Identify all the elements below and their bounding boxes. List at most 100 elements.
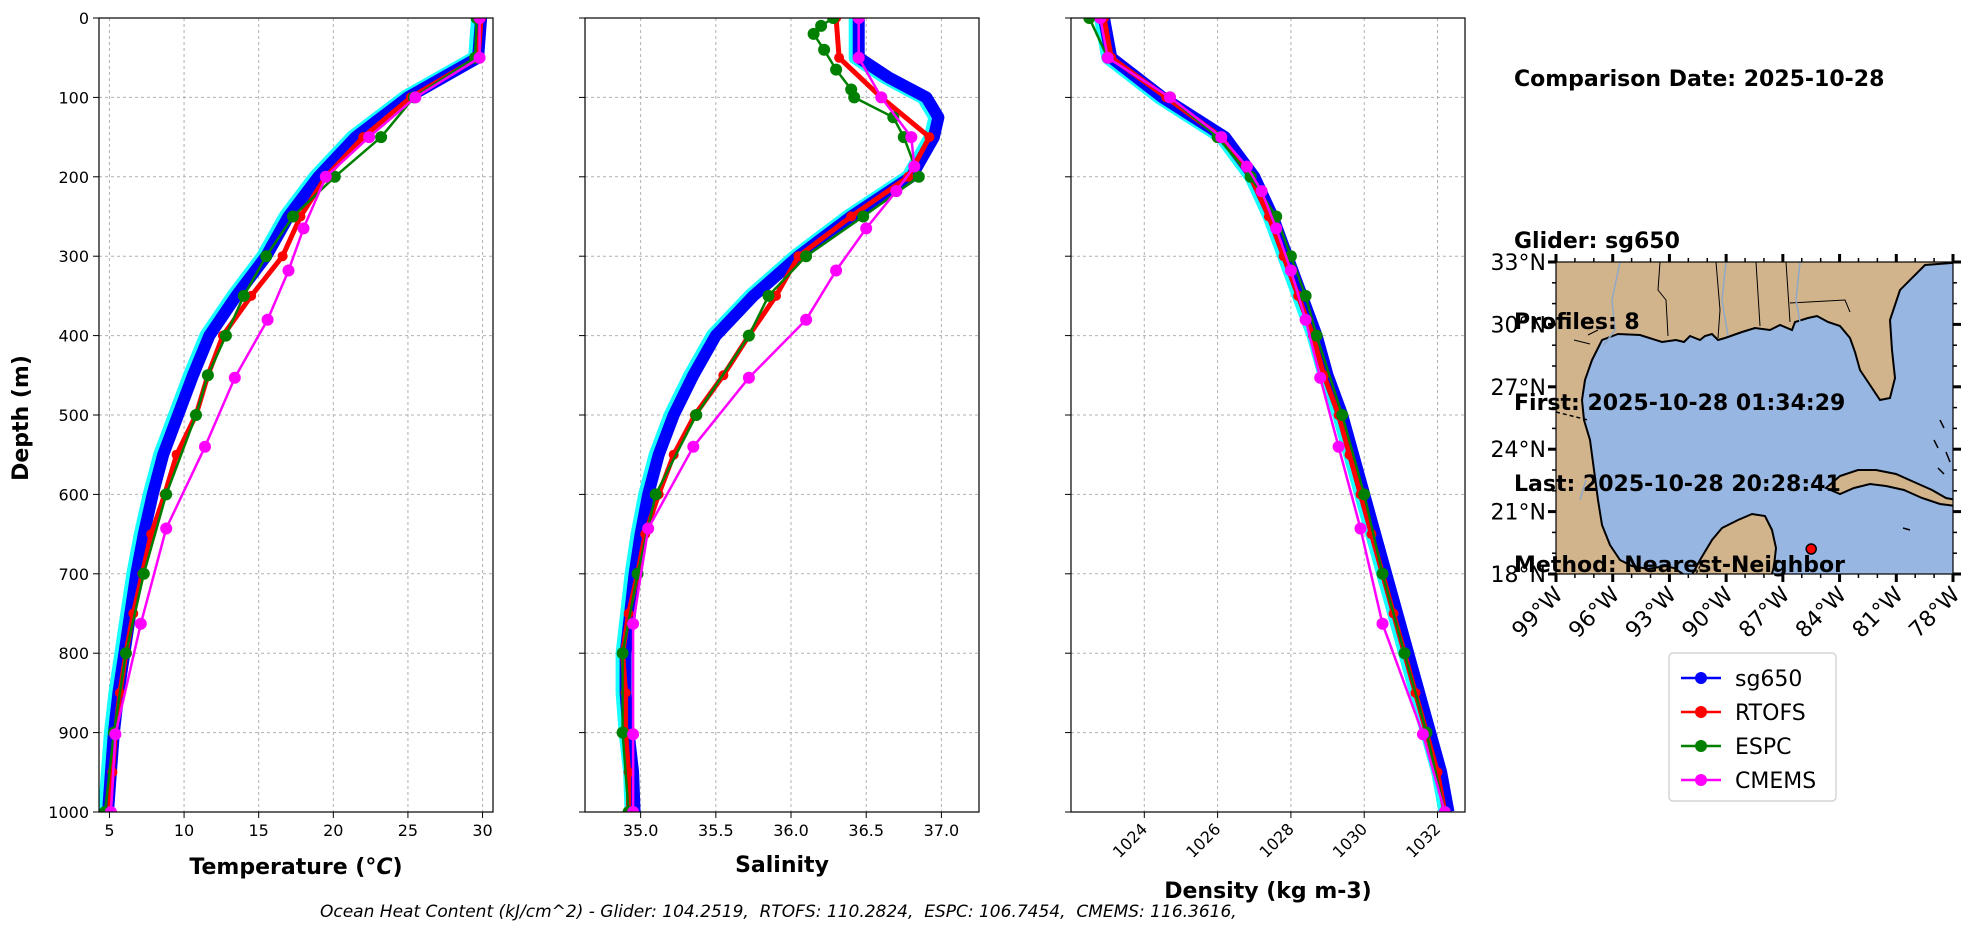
espc-point: [649, 488, 662, 501]
legend: sg650 RTOFS ESPC CMEMS: [1668, 652, 1837, 802]
salinity-xtick-label: 37.0: [924, 821, 960, 840]
density-grid: [1071, 17, 1465, 813]
espc-point: [912, 170, 925, 183]
salinity-axes-frame: [584, 17, 980, 813]
espc-point: [287, 210, 299, 223]
cmems-line: [109, 18, 481, 812]
depth-tick-label: 900: [58, 724, 89, 743]
last-profile-time: Last: 2025-10-28 20:28:41: [1514, 472, 1841, 497]
salinity-data: [615, 18, 945, 812]
cmems-point: [627, 617, 640, 630]
info-spacer: [1514, 147, 1884, 174]
temperature-xtick-label: 20: [323, 821, 343, 840]
espc-point: [201, 369, 214, 382]
depth-tick-label: 400: [58, 327, 89, 346]
cmems-point: [1332, 440, 1345, 453]
depth-tick-label: 100: [58, 88, 89, 107]
espc-point: [160, 488, 173, 501]
rtofs-point: [846, 211, 857, 222]
salinity-axis-label: Salinity: [735, 853, 829, 878]
espc-point: [830, 63, 843, 76]
cmems-point: [908, 160, 921, 173]
density-data: [1083, 18, 1455, 812]
depth-tick-label: 500: [58, 406, 89, 425]
density-xtick-label: 1030: [1329, 819, 1371, 861]
cmems-point: [852, 18, 865, 24]
espc-point: [742, 329, 755, 342]
glider-name: Glider: sg650: [1514, 229, 1680, 254]
interpolation-method: Method: Nearest-Neighbor: [1514, 553, 1845, 578]
map-land-yucatan: [1691, 512, 1778, 574]
espc-point: [190, 409, 202, 421]
cmems-point: [800, 313, 813, 326]
espc-point: [260, 250, 273, 263]
salinity-xtick-label: 36.0: [773, 821, 809, 840]
cmems-point: [890, 185, 903, 198]
cmems-point: [282, 264, 295, 277]
temperature-xticks: 5 10 15 20 25 30: [104, 812, 493, 840]
sg650-spread-band: [1094, 18, 1453, 812]
density-xticks: 1024 1026 1028 1030 1032: [1109, 812, 1444, 862]
depth-tick-label: 0: [79, 9, 89, 28]
espc-point: [1376, 567, 1389, 580]
cmems-point: [860, 222, 873, 235]
cmems-point: [1416, 728, 1429, 741]
cmems-point: [473, 51, 486, 64]
temperature-panel: 5 10 15 20 25 30 0 100 200 300 400 500 600 700 800 900…: [9, 9, 494, 880]
cmems-point: [1240, 160, 1253, 173]
legend-espc-label: ESPC: [1735, 735, 1792, 760]
salinity-xticks: 35.0 35.5 36.0 36.5 37.0: [623, 812, 959, 840]
legend-frame: [1668, 652, 1837, 802]
cmems-point: [1270, 222, 1283, 235]
cmems-point: [852, 51, 865, 64]
profile-count: Profiles: 8: [1514, 310, 1640, 335]
density-xtick-label: 1026: [1182, 819, 1224, 861]
espc-point: [1299, 289, 1312, 302]
depth-tick-label: 300: [58, 247, 89, 266]
map-lat-label: 33°N: [1491, 251, 1546, 276]
depth-tick-label: 800: [58, 644, 89, 663]
cmems-point: [830, 264, 843, 277]
depth-tick-label: 600: [58, 485, 89, 504]
map-land-cuba: [1824, 469, 1953, 507]
temperature-xtick-label: 25: [398, 821, 418, 840]
depth-tick-label: 200: [58, 168, 89, 187]
espc-point: [1083, 18, 1096, 24]
temperature-xtick-label: 10: [174, 821, 194, 840]
depth-tick-label: 1000: [48, 803, 89, 822]
cmems-point: [1376, 617, 1389, 630]
espc-point: [616, 726, 629, 739]
legend-cmems-marker: [1695, 774, 1707, 786]
legend-sg650-label: sg650: [1735, 667, 1802, 692]
map-rivers: [1579, 262, 1801, 501]
temperature-data: [99, 18, 488, 812]
cmems-point: [1354, 522, 1367, 535]
temperature-axis-label: Temperature (°C): [189, 855, 402, 880]
map-lat-label: 18°N: [1491, 563, 1546, 588]
cmems-point: [1438, 806, 1451, 812]
espc-point: [848, 91, 861, 104]
density-xtick-label: 1032: [1402, 819, 1444, 861]
espc-point: [616, 647, 629, 660]
rtofs-point: [924, 132, 935, 143]
map-frame: [1555, 261, 1954, 575]
temperature-grid: [99, 17, 493, 813]
espc-point: [1310, 329, 1323, 342]
salinity-yticks: [579, 17, 585, 813]
cmems-point: [160, 522, 173, 535]
density-panel: 1024 1026 1028 1030 1032 Density (kg m-3): [1065, 17, 1466, 904]
density-yticks: [1065, 17, 1071, 813]
salinity-grid: [585, 17, 979, 813]
legend-rtofs-label: RTOFS: [1735, 701, 1806, 726]
map-lat-label: 24°N: [1491, 438, 1546, 463]
espc-point: [219, 329, 232, 342]
temperature-xtick-label: 15: [249, 821, 269, 840]
espc-point: [237, 289, 250, 302]
temperature-axes-frame: [98, 17, 494, 813]
map-lat-label: 30°N: [1491, 313, 1546, 338]
cmems-point: [104, 806, 117, 812]
map-lon-label: 78°W: [1905, 582, 1966, 643]
cmems-point: [627, 806, 640, 812]
espc-point: [807, 27, 820, 40]
